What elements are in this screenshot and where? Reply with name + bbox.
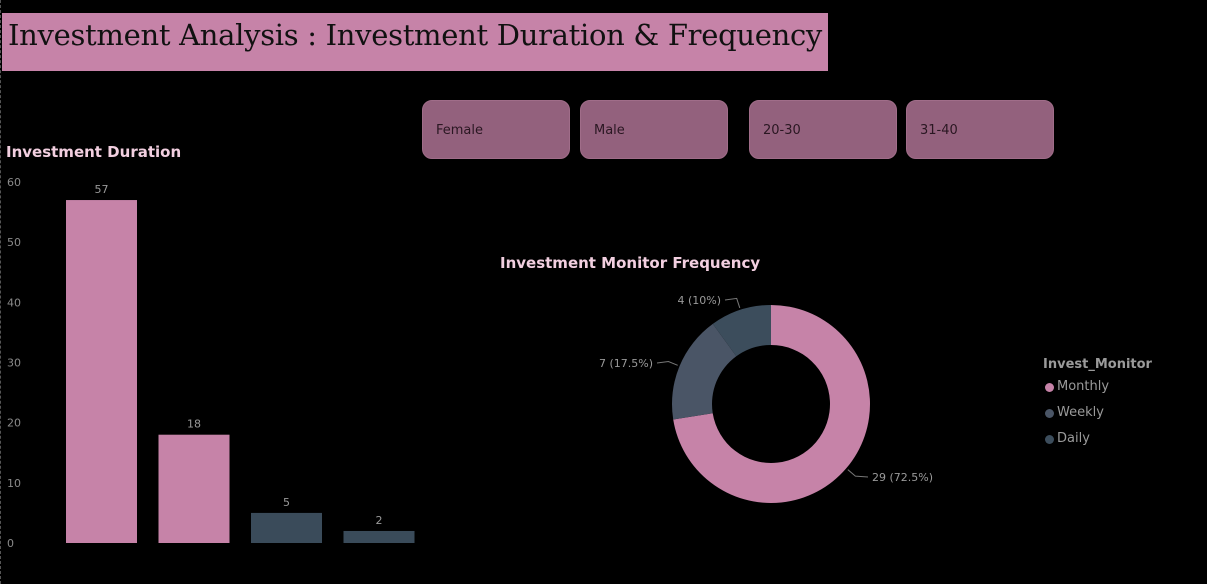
slicer-label: Female <box>436 123 484 138</box>
canvas-border <box>0 0 1 584</box>
legend-label: Daily <box>1057 431 1090 446</box>
legend-dot-weekly <box>1045 409 1054 418</box>
legend-dot-monthly <box>1045 383 1054 392</box>
slicer-male[interactable]: Male <box>580 100 728 159</box>
legend-item-weekly[interactable]: Weekly <box>1043 404 1152 430</box>
bar[interactable] <box>66 200 137 544</box>
leader-line <box>656 361 678 366</box>
page-title: Investment Analysis : Investment Duratio… <box>8 18 823 52</box>
bar[interactable] <box>158 434 230 543</box>
y-tick-label: 0 <box>7 537 14 550</box>
investment-duration-bar-chart: 0 10 20 30 40 50 60 57 18 5 2 <box>7 176 415 550</box>
donut-slice-daily[interactable] <box>712 305 771 357</box>
bar-data-label: 5 <box>283 496 290 509</box>
leader-line <box>847 469 869 478</box>
donut-legend: Invest_Monitor Monthly Weekly Daily <box>1043 357 1152 456</box>
legend-item-daily[interactable]: Daily <box>1043 430 1152 456</box>
legend-title: Invest_Monitor <box>1043 357 1152 372</box>
legend-dot-daily <box>1045 435 1054 444</box>
bar-data-label: 2 <box>376 514 383 527</box>
leader-line <box>724 297 741 309</box>
bar[interactable] <box>343 530 415 543</box>
investment-monitor-donut-chart: 29 (72.5%) 7 (17.5%) 4 (10%) <box>599 294 933 503</box>
slicer-label: 31-40 <box>920 123 958 138</box>
bar-data-label: 18 <box>187 418 201 431</box>
bar[interactable] <box>251 512 322 543</box>
legend-item-monthly[interactable]: Monthly <box>1043 378 1152 404</box>
legend-label: Monthly <box>1057 379 1110 394</box>
donut-slice-weekly[interactable] <box>672 323 737 420</box>
donut-data-label: 29 (72.5%) <box>872 471 933 484</box>
slicer-label: 20-30 <box>763 123 801 138</box>
legend-label: Weekly <box>1057 405 1104 420</box>
donut-data-label: 4 (10%) <box>677 294 721 307</box>
bar-data-label: 57 <box>95 183 109 196</box>
slicer-age-20-30[interactable]: 20-30 <box>749 100 897 159</box>
slicer-age-31-40[interactable]: 31-40 <box>906 100 1054 159</box>
slicer-female[interactable]: Female <box>422 100 570 159</box>
title-banner: Investment Analysis : Investment Duratio… <box>2 13 828 71</box>
y-tick-label: 60 <box>7 176 21 189</box>
bar-chart-title: Investment Duration <box>6 143 182 161</box>
donut-chart-title: Investment Monitor Frequency <box>500 254 761 272</box>
donut-slice-monthly[interactable] <box>673 305 870 503</box>
y-tick-label: 30 <box>7 357 21 370</box>
donut-data-label: 7 (17.5%) <box>599 357 653 370</box>
slicer-label: Male <box>594 123 625 138</box>
y-tick-label: 10 <box>7 477 21 490</box>
y-tick-label: 20 <box>7 417 21 430</box>
y-tick-label: 40 <box>7 296 21 309</box>
y-tick-label: 50 <box>7 236 21 249</box>
